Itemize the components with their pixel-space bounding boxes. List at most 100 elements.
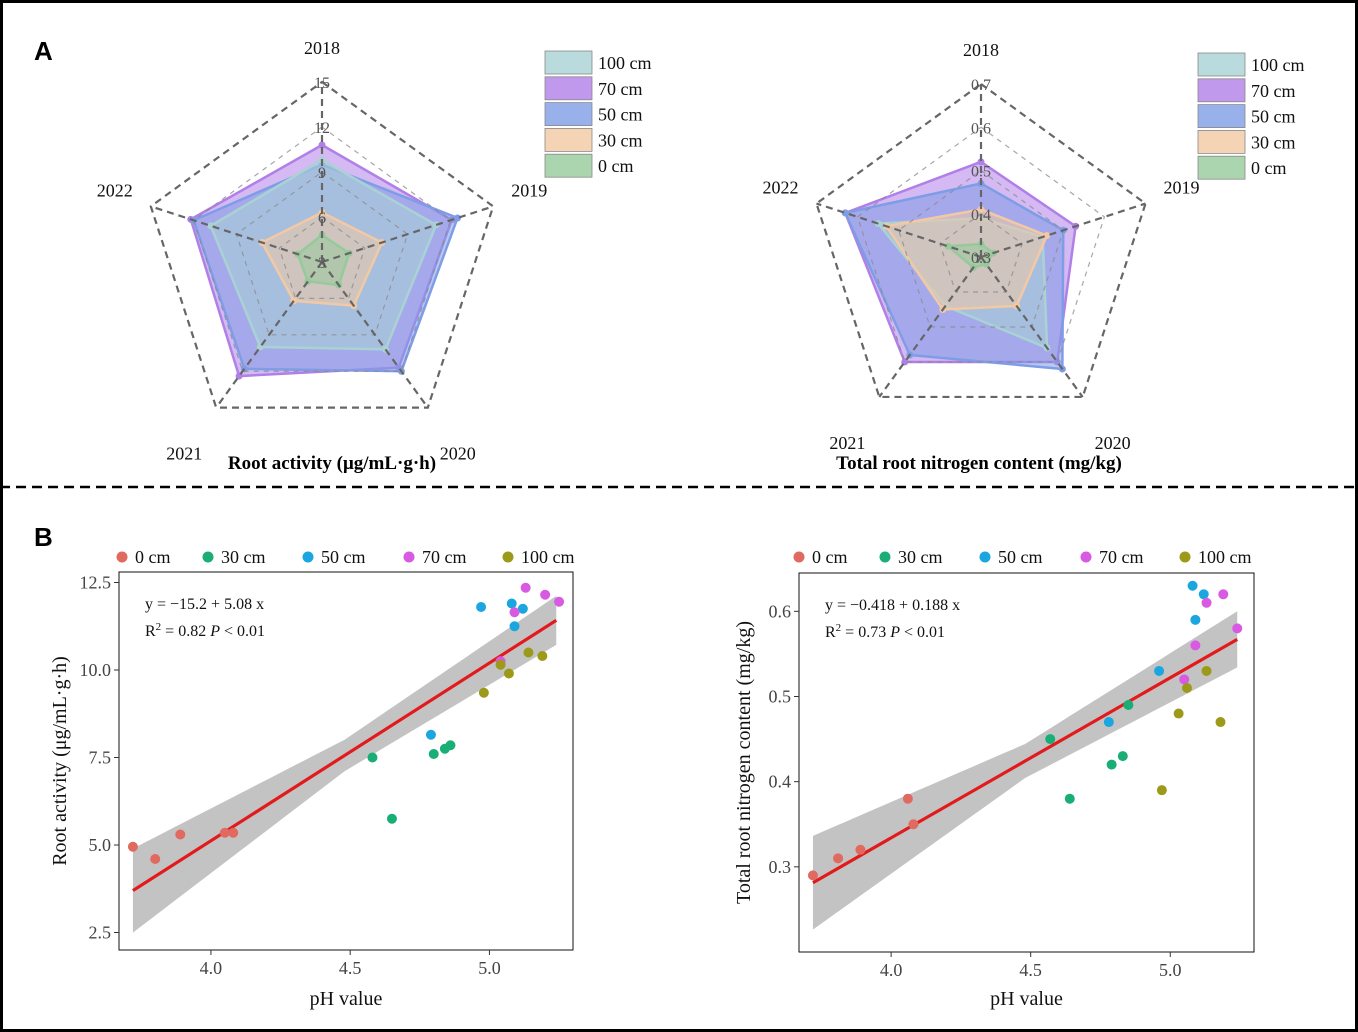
data-point-70cm bbox=[520, 582, 531, 593]
legend-label-50cm: 50 cm bbox=[1251, 107, 1296, 127]
legend-label-30cm: 30 cm bbox=[898, 547, 943, 567]
data-point-0cm bbox=[127, 841, 138, 852]
data-point-100cm bbox=[495, 659, 506, 670]
regression-line bbox=[132, 618, 558, 892]
data-point-70cm bbox=[554, 596, 565, 607]
legend-swatch-70cm bbox=[1197, 78, 1246, 103]
legend-swatch-50cm bbox=[544, 102, 593, 126]
data-point-0cm bbox=[807, 870, 818, 881]
y-tick-label: 12.5 bbox=[80, 573, 112, 593]
radar-title: Total root nitrogen content (mg/kg) bbox=[836, 453, 1122, 474]
panel-letter-b: B bbox=[34, 522, 53, 552]
data-point-0cm bbox=[902, 793, 913, 804]
radar-grid-ring bbox=[815, 82, 1147, 399]
y-tick-label: 0.5 bbox=[769, 686, 792, 706]
r-squared-part: < 0.01 bbox=[900, 624, 945, 641]
legend-label-100cm: 100 cm bbox=[521, 547, 575, 567]
r-squared-part: P bbox=[209, 623, 220, 640]
confidence-band bbox=[812, 611, 1238, 930]
radar-axis-label-2020: 2020 bbox=[1095, 433, 1131, 453]
data-point-100cm bbox=[523, 647, 534, 658]
radar-point-70cm-2018 bbox=[977, 158, 985, 166]
x-tick-label: 5.0 bbox=[478, 958, 501, 978]
legend-dot-50cm bbox=[979, 551, 991, 563]
data-point-30cm bbox=[1106, 759, 1117, 770]
y-tick-label: 0.6 bbox=[769, 601, 792, 621]
legend-dot-0cm bbox=[793, 551, 805, 563]
legend-swatch-70cm bbox=[544, 76, 593, 101]
data-point-50cm bbox=[1190, 614, 1201, 625]
data-point-50cm bbox=[517, 603, 528, 614]
data-point-70cm bbox=[1232, 623, 1243, 634]
data-point-70cm bbox=[1218, 589, 1229, 600]
radar-spoke bbox=[878, 256, 982, 398]
radar-tick-label: 9 bbox=[318, 165, 326, 182]
legend-dot-100cm bbox=[502, 551, 514, 563]
legend-dot-30cm bbox=[879, 551, 891, 563]
y-axis-label: Root activity (μg/mL·g·h) bbox=[49, 656, 71, 866]
y-tick-label: 5.0 bbox=[89, 835, 112, 855]
x-tick-label: 4.5 bbox=[339, 958, 362, 978]
radar-series-0cm bbox=[296, 233, 351, 287]
radar-axis-label-2021: 2021 bbox=[166, 444, 202, 464]
radar-tick-label: 0.5 bbox=[971, 164, 991, 181]
y-tick-label: 0.4 bbox=[769, 772, 792, 792]
radar-point-70cm-2018 bbox=[318, 141, 326, 149]
data-point-100cm bbox=[1215, 717, 1226, 728]
data-point-0cm bbox=[833, 853, 844, 864]
data-point-30cm bbox=[367, 752, 378, 763]
radar-axis-label-2018: 2018 bbox=[963, 40, 999, 60]
y-tick-label: 10.0 bbox=[80, 660, 112, 680]
r-squared-part: 2 bbox=[156, 621, 162, 633]
data-point-70cm bbox=[1179, 674, 1190, 685]
data-point-100cm bbox=[478, 687, 489, 698]
legend-label-0cm: 0 cm bbox=[135, 547, 171, 567]
legend-dot-50cm bbox=[302, 551, 314, 563]
legend-label-30cm: 30 cm bbox=[1251, 132, 1296, 152]
radar-chart-root-nitrogen: 0.3 0.4 0.5 0.6 0.7 2018 2019 2020 2021 2022 100 c… bbox=[762, 40, 1304, 474]
legend-label-70cm: 70 cm bbox=[598, 79, 643, 99]
data-point-50cm bbox=[1187, 580, 1198, 591]
plot-frame bbox=[798, 572, 1255, 953]
radar-axis-label-2019: 2019 bbox=[1164, 178, 1200, 198]
data-point-100cm bbox=[1182, 682, 1193, 693]
data-point-30cm bbox=[386, 813, 397, 824]
data-point-70cm bbox=[1190, 640, 1201, 651]
radar-spoke bbox=[980, 202, 1146, 259]
radar-spoke bbox=[321, 261, 429, 409]
r-squared-text: R2 = 0.73 P < 0.01 bbox=[825, 622, 945, 641]
x-tick-label: 4.5 bbox=[1019, 960, 1042, 980]
radar-point-50cm-2022 bbox=[841, 209, 849, 217]
radar-tick-label: 3 bbox=[318, 255, 326, 272]
data-point-50cm bbox=[425, 729, 436, 740]
legend-label-70cm: 70 cm bbox=[1251, 81, 1296, 101]
data-point-50cm bbox=[1154, 665, 1165, 676]
legend-swatch-0cm bbox=[544, 153, 593, 178]
data-point-30cm bbox=[1123, 700, 1134, 711]
data-point-0cm bbox=[175, 829, 186, 840]
radar-grid-ring bbox=[235, 171, 409, 336]
equation-text: y = −0.418 + 0.188 x bbox=[825, 597, 960, 614]
data-point-0cm bbox=[228, 827, 239, 838]
data-point-0cm bbox=[219, 827, 230, 838]
radar-spoke bbox=[150, 205, 323, 264]
legend-label-50cm: 50 cm bbox=[598, 105, 643, 125]
data-point-0cm bbox=[855, 844, 866, 855]
data-point-50cm bbox=[506, 598, 517, 609]
radar-point-100cm-2022 bbox=[207, 222, 215, 230]
legend-dot-70cm bbox=[1080, 551, 1092, 563]
radar-grid-ring bbox=[192, 126, 452, 372]
r-squared-part: = 0.82 bbox=[161, 623, 210, 640]
legend-label-50cm: 50 cm bbox=[998, 547, 1043, 567]
radar-grid-ring bbox=[898, 169, 1064, 328]
x-tick-label: 4.0 bbox=[200, 958, 223, 978]
radar-tick-label: 0.3 bbox=[971, 250, 991, 267]
radar-tick-label: 6 bbox=[318, 210, 326, 227]
radar-spoke bbox=[321, 205, 494, 264]
data-point-30cm bbox=[1045, 734, 1056, 745]
scatter-chart-root-nitrogen: 0 cm 30 cm 50 cm 70 cm 100 cm 4.0 4.5 5.0 0.3 0.4… bbox=[733, 547, 1255, 1010]
radar-axis-label-2022: 2022 bbox=[762, 178, 798, 198]
radar-title: Root activity (μg/mL·g·h) bbox=[228, 453, 436, 474]
radar-point-30cm-2018 bbox=[977, 205, 985, 213]
data-point-50cm bbox=[509, 621, 520, 632]
